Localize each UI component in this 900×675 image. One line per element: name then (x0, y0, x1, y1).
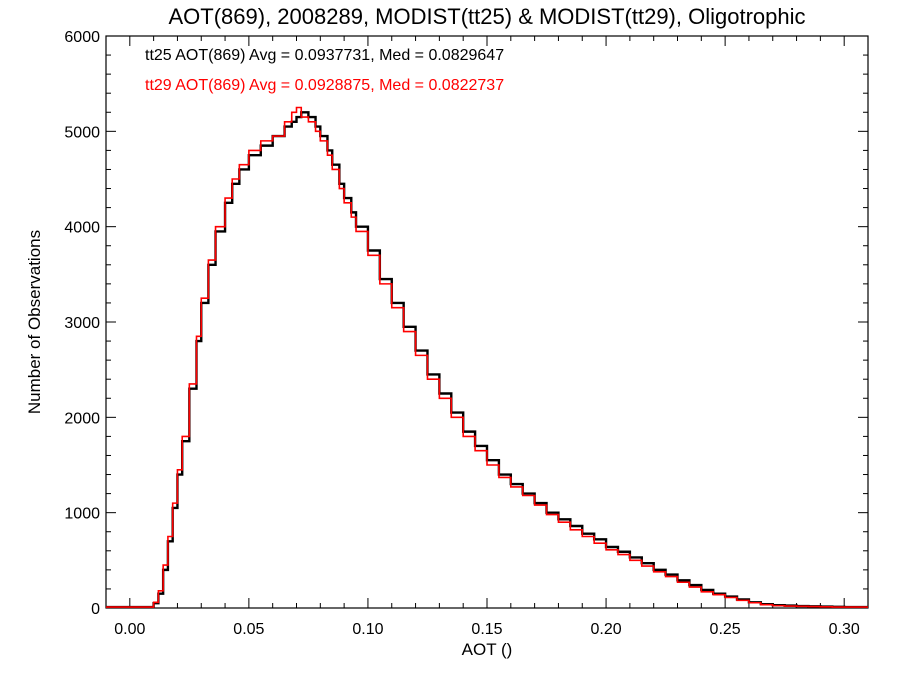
series-tt25-line (106, 111, 868, 609)
y-tick-label: 3000 (64, 315, 100, 332)
y-tick-label: 4000 (64, 220, 100, 237)
data-series (106, 106, 868, 609)
x-tick-label: 0.20 (590, 621, 621, 638)
y-tick-labels: 0 1000 2000 3000 4000 5000 6000 (64, 29, 100, 618)
y-tick-label: 1000 (64, 506, 100, 523)
x-tick-label: 0.15 (471, 621, 502, 638)
x-tick-label: 0.00 (114, 621, 145, 638)
x-tick-labels: 0.00 0.05 0.10 0.15 0.20 0.25 0.30 (114, 621, 860, 638)
plot-frame (105, 35, 869, 609)
y-tick-label: 0 (91, 601, 100, 618)
x-tick-label: 0.30 (829, 621, 860, 638)
plot-area-border (105, 35, 869, 609)
x-tick-label: 0.10 (352, 621, 383, 638)
y-tick-label: 2000 (64, 410, 100, 427)
axis-ticks (105, 35, 869, 609)
y-axis-label: Number of Observations (25, 230, 44, 414)
annotation-tt29: tt29 AOT(869) Avg = 0.0928875, Med = 0.0… (145, 77, 504, 94)
x-tick-label: 0.05 (233, 621, 264, 638)
y-tick-label: 5000 (64, 124, 100, 141)
chart-title: AOT(869), 2008289, MODIST(tt25) & MODIST… (169, 4, 806, 29)
y-tick-label: 6000 (64, 29, 100, 46)
x-tick-label: 0.25 (710, 621, 741, 638)
series-tt29-line (106, 106, 868, 608)
annotation-tt25: tt25 AOT(869) Avg = 0.0937731, Med = 0.0… (145, 47, 504, 64)
x-axis-label: AOT () (462, 640, 513, 659)
